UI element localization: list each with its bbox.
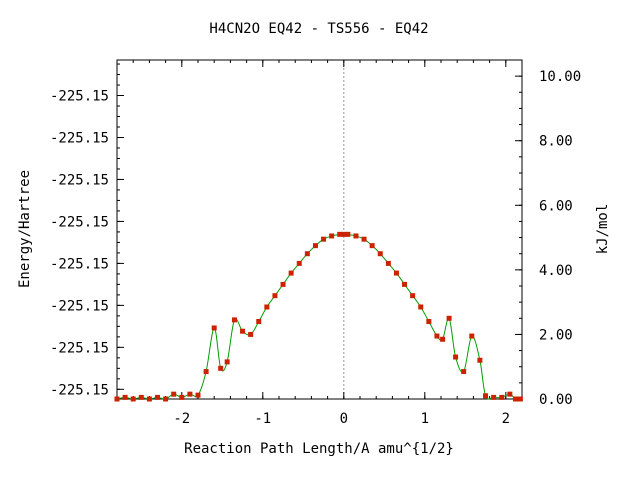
data-point: [264, 304, 270, 310]
data-point: [224, 359, 230, 365]
y-axis-label: Energy/Hartree: [17, 170, 33, 288]
data-point: [440, 336, 446, 342]
x-tick-label: -2: [173, 411, 190, 427]
data-point: [402, 281, 408, 287]
data-point: [146, 396, 152, 402]
data-point: [195, 392, 201, 398]
data-point: [517, 396, 523, 402]
data-point: [483, 393, 489, 399]
y-tick-label: -225.15: [50, 340, 109, 356]
data-point: [410, 293, 416, 299]
data-point: [369, 243, 375, 249]
data-point: [288, 270, 294, 276]
data-point: [491, 394, 497, 400]
data-point: [231, 317, 237, 323]
x-tick-label: -1: [254, 411, 271, 427]
data-point: [155, 394, 160, 400]
plot-area: -2 -1 0 1 2 -225.15 -225.15 -225.15 -225.15 -225.…: [50, 59, 581, 427]
y-tick-label: -225.15: [50, 298, 109, 314]
y2-tick-label: 0.00: [539, 392, 573, 408]
y2-tick-label: 2.00: [539, 327, 573, 343]
data-point: [507, 391, 513, 397]
data-point: [296, 260, 302, 266]
data-point: [163, 396, 169, 402]
y-tick-label: -225.15: [50, 382, 109, 398]
data-point: [272, 293, 278, 299]
x-axis-label: Reaction Path Length/A amu^{1/2}: [184, 441, 454, 457]
data-point: [453, 354, 459, 360]
y-tick-label: -225.15: [50, 214, 109, 230]
data-point: [499, 394, 505, 400]
y-tick-label: -225.15: [50, 256, 109, 272]
data-point: [361, 236, 367, 242]
data-point: [469, 333, 475, 339]
data-point: [211, 325, 217, 331]
data-point: [434, 333, 440, 339]
data-point: [341, 231, 347, 237]
data-point: [122, 394, 128, 400]
data-point: [353, 233, 359, 239]
data-point: [385, 260, 391, 266]
data-point: [280, 281, 286, 287]
data-point: [130, 396, 136, 402]
data-point: [329, 233, 335, 239]
data-point: [171, 391, 177, 397]
data-point: [187, 391, 193, 397]
data-point: [513, 396, 519, 402]
data-point: [248, 331, 254, 337]
data-point: [377, 251, 383, 257]
data-point: [418, 304, 424, 310]
data-point: [393, 270, 399, 276]
data-point: [203, 369, 209, 375]
data-point: [256, 319, 262, 325]
data-point: [345, 231, 351, 237]
x-tick-label: 1: [421, 411, 429, 427]
data-point: [446, 315, 452, 321]
energy-profile-line: [116, 233, 521, 400]
data-point: [321, 236, 327, 242]
y2-tick-label: 4.00: [539, 263, 573, 279]
plot-frame: [116, 59, 523, 400]
chart-title: H4CN2O EQ42 - TS556 - EQ42: [209, 21, 428, 37]
y-tick-label: -225.15: [50, 89, 109, 105]
y2-tick-label: 10.00: [539, 69, 581, 85]
data-point: [114, 396, 120, 402]
data-point: [218, 365, 224, 371]
x-tick-label: 0: [340, 411, 348, 427]
data-point: [240, 328, 246, 334]
y2-tick-label: 8.00: [539, 134, 573, 150]
data-point: [426, 319, 432, 325]
data-point: [304, 251, 310, 257]
data-point: [477, 357, 483, 363]
y-tick-label: -225.15: [50, 130, 109, 146]
data-point: [337, 231, 343, 237]
data-point: [461, 369, 467, 375]
data-point: [179, 394, 185, 400]
y-tick-label: -225.15: [50, 172, 109, 188]
data-point: [138, 394, 144, 400]
x-tick-label: 2: [502, 411, 510, 427]
data-point: [312, 243, 318, 249]
y2-axis-label: kJ/mol: [595, 204, 611, 255]
y2-tick-label: 6.00: [539, 198, 573, 214]
